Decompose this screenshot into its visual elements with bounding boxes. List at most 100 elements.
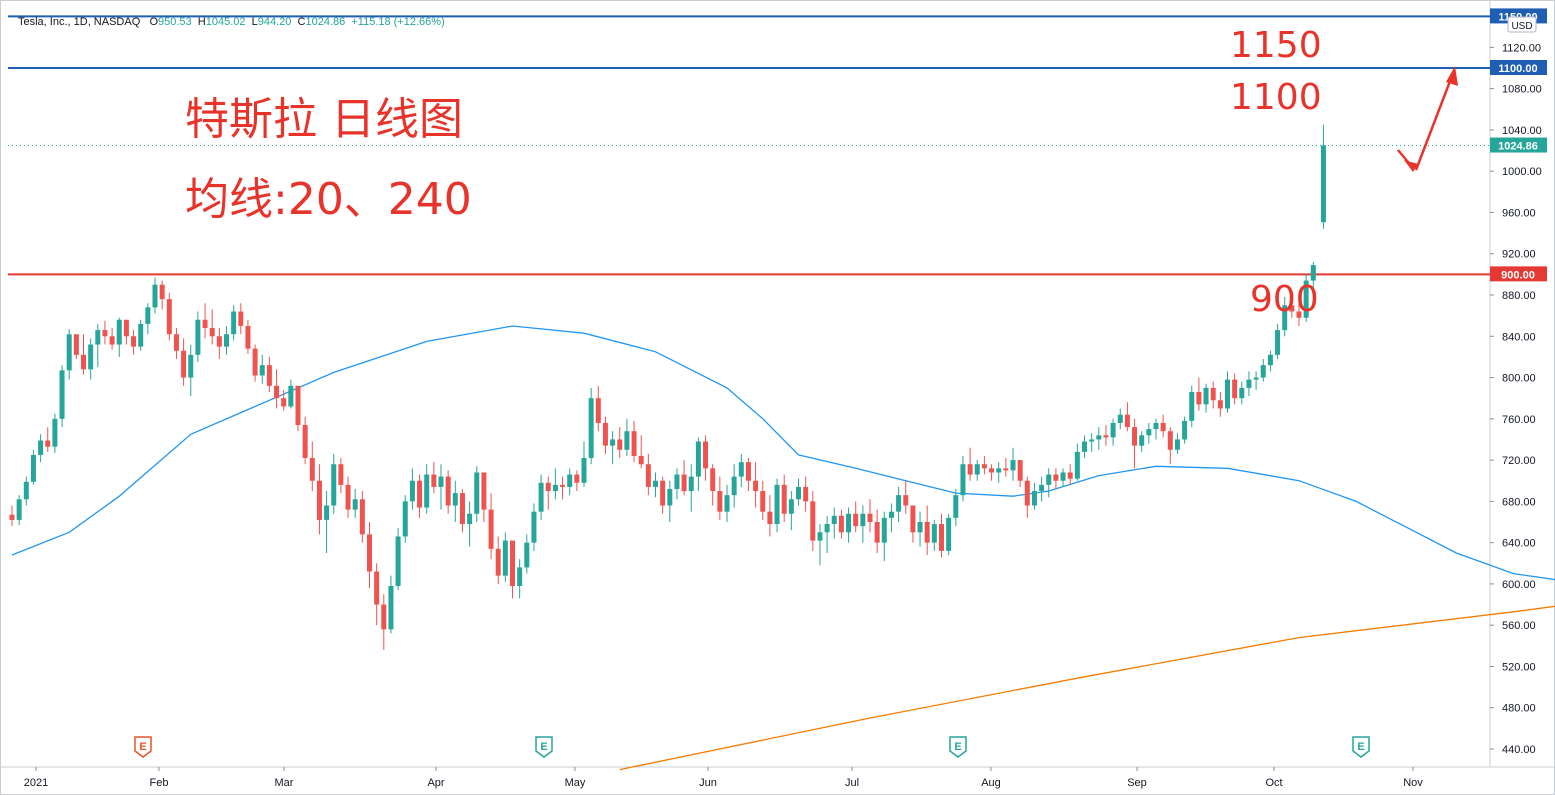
candle-body bbox=[1003, 468, 1009, 471]
candle bbox=[259, 354, 265, 384]
candle-body bbox=[381, 604, 387, 630]
candle-body bbox=[173, 334, 179, 351]
arrow-down-head bbox=[1404, 160, 1418, 172]
candle-body bbox=[81, 354, 86, 370]
candle-body bbox=[638, 455, 644, 465]
currency-badge[interactable] bbox=[1507, 16, 1537, 33]
candle-body bbox=[581, 458, 587, 483]
candle bbox=[617, 427, 623, 459]
y-tick-label: 800.00 bbox=[1502, 373, 1536, 385]
candle-body bbox=[252, 348, 258, 376]
candle bbox=[910, 505, 916, 543]
candle-body bbox=[452, 493, 458, 506]
candle-body bbox=[738, 462, 744, 477]
x-tick-label: Sep bbox=[1127, 777, 1147, 789]
candle bbox=[853, 501, 859, 533]
candle-body bbox=[917, 522, 923, 533]
candle-body bbox=[1310, 265, 1316, 281]
candle bbox=[953, 488, 959, 527]
candle-body bbox=[1217, 400, 1223, 409]
candle bbox=[524, 534, 530, 574]
candle-body bbox=[23, 481, 29, 500]
candle-body bbox=[274, 385, 280, 399]
candle-body bbox=[695, 441, 701, 477]
candle bbox=[989, 464, 995, 481]
candle bbox=[838, 509, 844, 539]
candle-body bbox=[860, 513, 866, 527]
candle bbox=[774, 478, 780, 533]
candle bbox=[402, 495, 408, 543]
candle-body bbox=[631, 431, 637, 456]
candle-body bbox=[974, 464, 980, 475]
candle-body bbox=[1232, 379, 1238, 399]
earnings-badge bbox=[1352, 736, 1370, 758]
candle-body bbox=[331, 464, 337, 506]
candle-body bbox=[59, 370, 65, 419]
candle bbox=[1139, 431, 1145, 452]
annotation-1100: 1100 bbox=[1230, 77, 1322, 118]
candle bbox=[1146, 422, 1152, 444]
candle bbox=[431, 462, 437, 494]
candle-body bbox=[1189, 391, 1195, 421]
candle-body bbox=[1096, 435, 1102, 440]
earnings-badge bbox=[949, 736, 967, 758]
candle-body bbox=[131, 336, 137, 347]
candle-body bbox=[595, 398, 601, 423]
candle bbox=[745, 458, 751, 492]
candle bbox=[281, 389, 287, 411]
open-label: O bbox=[149, 16, 158, 28]
candle bbox=[467, 501, 473, 547]
candle bbox=[1182, 416, 1188, 444]
candle bbox=[931, 519, 937, 551]
candle-body bbox=[495, 548, 501, 576]
ma240-line bbox=[619, 605, 1555, 771]
y-tick-label: 600.00 bbox=[1502, 579, 1536, 591]
candle bbox=[1303, 274, 1309, 322]
candle-body bbox=[660, 480, 666, 506]
earnings-marker-icon[interactable]: E bbox=[1352, 736, 1370, 758]
candle bbox=[1203, 383, 1209, 413]
candle bbox=[324, 491, 330, 553]
candle-body bbox=[302, 425, 308, 459]
candle bbox=[724, 484, 730, 522]
candle bbox=[824, 515, 830, 553]
candle-body bbox=[88, 344, 94, 370]
candle-body bbox=[731, 476, 737, 496]
candle bbox=[9, 505, 15, 527]
high-value: 1045.02 bbox=[205, 16, 246, 28]
candle bbox=[996, 462, 1002, 483]
candle-body bbox=[953, 495, 959, 518]
earnings-marker-icon[interactable]: E bbox=[949, 736, 967, 758]
candle bbox=[1017, 460, 1023, 487]
earnings-marker-icon[interactable]: E bbox=[134, 736, 152, 758]
candle-body bbox=[524, 542, 530, 568]
candle-body bbox=[209, 328, 215, 337]
symbol-title: Tesla, Inc., 1D, NASDAQ bbox=[18, 16, 141, 28]
candle bbox=[266, 356, 272, 392]
earnings-badge-label: E bbox=[540, 741, 547, 753]
candle bbox=[202, 303, 208, 339]
candle bbox=[903, 480, 909, 514]
candle bbox=[1160, 414, 1166, 438]
candle bbox=[123, 319, 129, 345]
candle-body bbox=[817, 532, 823, 541]
candle bbox=[653, 472, 658, 498]
candle-body bbox=[1253, 377, 1259, 380]
candle bbox=[238, 303, 244, 335]
candle bbox=[316, 464, 322, 535]
candle-body bbox=[939, 524, 944, 551]
candle bbox=[1189, 385, 1195, 428]
x-tick-label: Nov bbox=[1403, 777, 1423, 789]
candle-body bbox=[867, 513, 873, 522]
candle bbox=[166, 292, 172, 341]
candle bbox=[459, 488, 465, 533]
candle-body bbox=[159, 284, 165, 300]
candle bbox=[831, 507, 837, 539]
candle-body bbox=[1303, 280, 1309, 318]
candle-body bbox=[989, 468, 995, 473]
candle-body bbox=[324, 505, 330, 520]
earnings-marker-icon[interactable]: E bbox=[535, 736, 553, 758]
candle bbox=[474, 466, 480, 522]
candle-body bbox=[145, 307, 151, 324]
